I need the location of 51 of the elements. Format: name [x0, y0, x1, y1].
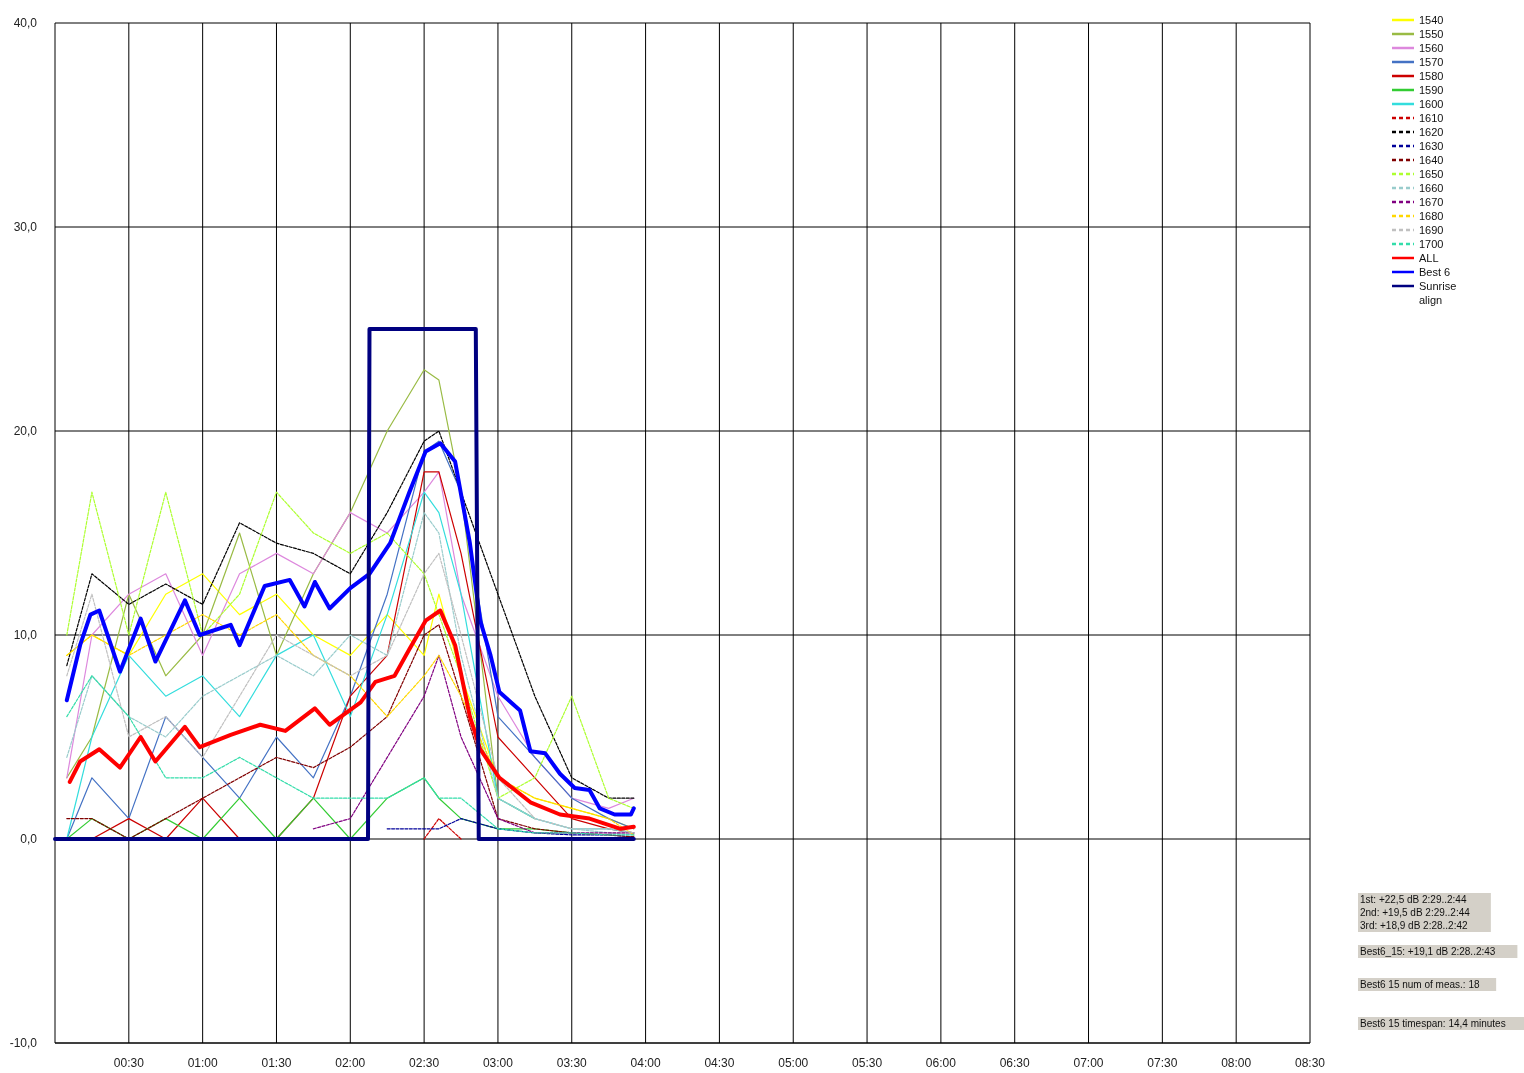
x-tick-label: 08:30	[1294, 1056, 1326, 1070]
text: Best6 15 num of meas.: 18	[1360, 978, 1480, 990]
line-series	[66, 675, 635, 836]
legend-label: 1670	[1419, 195, 1444, 208]
legend-label: 1620	[1419, 125, 1444, 138]
x-tick-label: 05:30	[852, 1056, 883, 1070]
legend-label: 1630	[1419, 139, 1444, 152]
y-tick-label: 20,0	[13, 424, 38, 439]
x-tick-label: 08:00	[1221, 1056, 1252, 1070]
x-tick-label: 01:00	[187, 1056, 218, 1070]
text: Best6_15: +19,1 dB 2:28..2:43	[1360, 945, 1496, 957]
y-tick-label: 30,0	[13, 220, 38, 235]
legend-label: 1690	[1419, 223, 1444, 236]
text: 1st: +22,5 dB 2:29..2:44	[1360, 893, 1467, 905]
legend-label: 1600	[1419, 97, 1444, 110]
legend-label: 1660	[1419, 181, 1444, 194]
x-tick-label: 06:00	[925, 1056, 957, 1070]
x-tick-label: 05:00	[778, 1056, 809, 1070]
y-tick-label: 0,0	[20, 832, 38, 847]
x-tick-label: 02:30	[409, 1056, 440, 1070]
text: Best6 15 timespan: 14,4 minutes	[1360, 1017, 1506, 1029]
legend-label: 1590	[1419, 83, 1444, 96]
legend-label: Best 6	[1419, 265, 1451, 278]
y-tick-label: -10,0	[9, 1036, 38, 1051]
x-tick-label: 02:00	[335, 1056, 366, 1070]
legend-label: 1550	[1419, 27, 1444, 40]
legend-label: ALL	[1419, 251, 1439, 264]
x-tick-label: 03:00	[482, 1056, 514, 1070]
x-tick-label: 00:30	[113, 1056, 145, 1070]
x-tick-label: 04:00	[630, 1056, 661, 1070]
y-tick-label: 10,0	[13, 628, 38, 643]
text: 2nd: +19,5 dB 2:29..2:44	[1360, 906, 1471, 918]
line-series	[312, 654, 635, 834]
legend-label: 1700	[1419, 237, 1444, 250]
legend-label: 1570	[1419, 55, 1444, 68]
x-tick-label: 07:00	[1073, 1056, 1104, 1070]
x-tick-label: 03:30	[556, 1056, 588, 1070]
x-tick-label: 07:30	[1147, 1056, 1178, 1070]
legend-label: 1680	[1419, 209, 1444, 222]
y-tick-label: 40,0	[13, 16, 38, 31]
legend-label: Sunrise align	[1419, 279, 1457, 306]
legend-label: 1610	[1419, 111, 1444, 124]
x-tick-label: 06:30	[999, 1056, 1031, 1070]
text: 3rd: +18,9 dB 2:28..2:42	[1360, 919, 1469, 931]
legend-label: 1650	[1419, 167, 1444, 180]
legend-label: 1540	[1419, 13, 1444, 26]
x-tick-label: 04:30	[704, 1056, 735, 1070]
legend-label: 1580	[1419, 69, 1444, 82]
legend-label: 1640	[1419, 153, 1444, 166]
x-tick-label: 01:30	[261, 1056, 292, 1070]
legend-label: 1560	[1419, 41, 1444, 54]
